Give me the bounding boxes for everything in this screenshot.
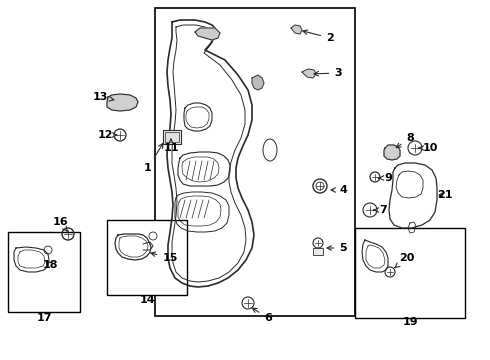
Bar: [163, 130, 181, 144]
Text: 9: 9: [378, 173, 392, 183]
Text: 10: 10: [419, 143, 438, 153]
Text: 2: 2: [303, 30, 334, 43]
Bar: [313, 248, 323, 255]
Text: 16: 16: [52, 217, 68, 232]
Text: 7: 7: [373, 205, 387, 215]
Polygon shape: [252, 75, 264, 90]
Bar: [155, 8, 355, 316]
Bar: [8, 232, 80, 312]
Text: 17: 17: [36, 313, 52, 323]
Ellipse shape: [263, 139, 277, 161]
Text: 12: 12: [97, 130, 117, 140]
Polygon shape: [107, 94, 138, 111]
Polygon shape: [291, 25, 302, 34]
Polygon shape: [384, 145, 400, 160]
Text: 8: 8: [396, 133, 414, 148]
Bar: [165, 132, 179, 142]
Text: 1: 1: [144, 143, 163, 173]
Text: 13: 13: [92, 92, 114, 102]
Text: 19: 19: [402, 317, 418, 327]
Text: 5: 5: [327, 243, 347, 253]
Bar: [355, 228, 465, 318]
Text: 11: 11: [163, 139, 179, 153]
Polygon shape: [195, 28, 220, 40]
Text: 20: 20: [395, 253, 415, 268]
Text: 3: 3: [314, 68, 342, 78]
Text: 6: 6: [252, 308, 272, 323]
Bar: [107, 220, 187, 295]
Text: 21: 21: [437, 190, 453, 200]
Text: 15: 15: [151, 252, 178, 263]
Text: 18: 18: [42, 260, 58, 270]
Polygon shape: [302, 69, 316, 78]
Text: 4: 4: [331, 185, 347, 195]
Text: 14: 14: [139, 295, 155, 305]
